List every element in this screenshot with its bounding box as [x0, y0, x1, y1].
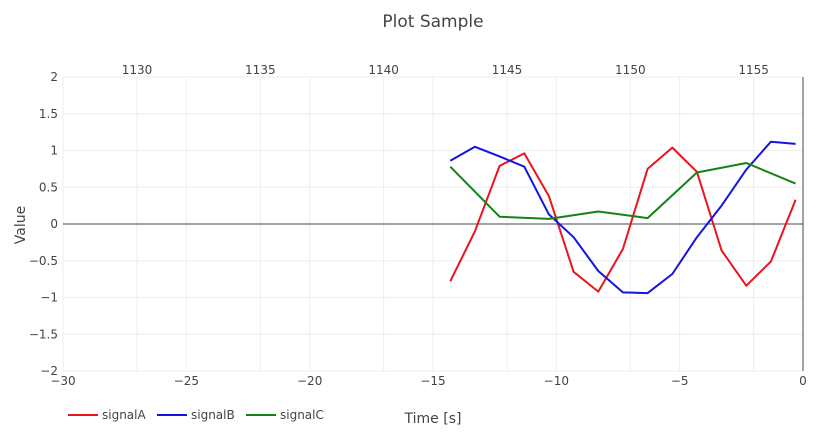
x-tick-label: −30	[50, 374, 75, 388]
chart-title: Plot Sample	[382, 12, 483, 32]
x-tick-labels: −30 −25 −20 −15 −10 −5 0	[50, 374, 806, 388]
y-tick-label: 0	[50, 217, 58, 231]
series-line-signalB	[449, 140, 796, 295]
x-tick-label: −10	[544, 374, 569, 388]
top-tick-label: 1145	[492, 63, 523, 77]
y-tick-label: 2	[50, 70, 58, 84]
top-tick-label: 1140	[368, 63, 399, 77]
x-tick-label: −25	[174, 374, 199, 388]
top-tick-label: 1135	[245, 63, 276, 77]
y-tick-label: −0.5	[29, 254, 58, 268]
top-tick-labels: 1130 1135 1140 1145 1150 1155	[122, 63, 769, 77]
legend-label-signalA[interactable]: signalA	[102, 408, 146, 422]
top-tick-label: 1150	[615, 63, 646, 77]
series-line-signalC	[449, 162, 796, 220]
y-tick-label: 1	[50, 144, 58, 158]
x-tick-label: −20	[297, 374, 322, 388]
y-tick-label: −1.5	[29, 327, 58, 341]
legend-label-signalB[interactable]: signalB	[191, 408, 235, 422]
y-tick-label: −2	[40, 364, 58, 378]
legend[interactable]: signalA signalB signalC	[68, 408, 324, 422]
y-axis-title: Value	[13, 206, 29, 244]
x-axis-title: Time [s]	[404, 411, 462, 427]
legend-label-signalC[interactable]: signalC	[280, 408, 324, 422]
y-tick-label: 1.5	[39, 107, 58, 121]
series-lines	[449, 140, 797, 295]
top-tick-label: 1130	[122, 63, 153, 77]
y-tick-label: 0.5	[39, 180, 58, 194]
y-tick-label: −1	[40, 291, 58, 305]
x-tick-label: −15	[420, 374, 445, 388]
series-line-signalA	[449, 146, 797, 293]
y-tick-labels: −2 −1.5 −1 −0.5 0 0.5 1 1.5 2	[29, 70, 58, 378]
top-tick-label: 1155	[738, 63, 769, 77]
x-tick-label: 0	[799, 374, 807, 388]
x-tick-label: −5	[671, 374, 689, 388]
